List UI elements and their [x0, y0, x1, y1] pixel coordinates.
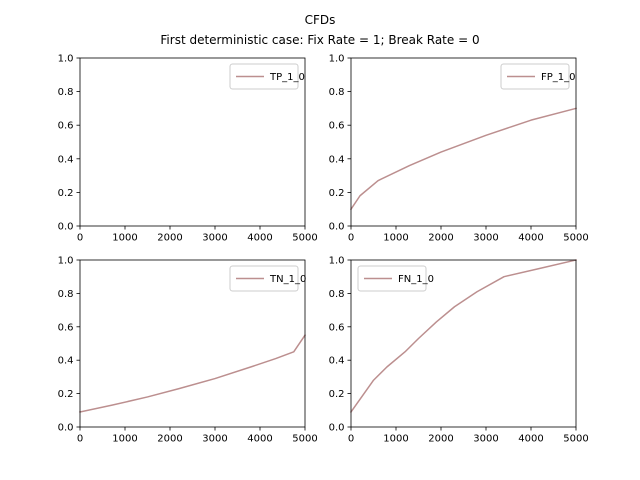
- subplot-3: 0 1000 2000 3000 4000 5000 0.0 0.2 0.4 0.6 0.8 1.0 T…: [58, 256, 318, 445]
- y-tick-label: 0.4: [329, 154, 345, 165]
- x-tick-label: 1000: [112, 233, 137, 244]
- axes-frame: [350, 259, 577, 428]
- y-tick-label: 0.6: [329, 322, 345, 333]
- series-line-FN_1_0: [349, 259, 577, 414]
- x-tick-label: 0: [348, 434, 354, 445]
- y-tick-label: 0.0: [58, 423, 74, 434]
- y-tick-label: 0.2: [329, 188, 345, 199]
- y-tick-label: 0.8: [329, 289, 345, 300]
- x-tick-label: 3000: [473, 434, 498, 445]
- x-tick-label: 1000: [383, 233, 408, 244]
- x-tick-label: 2000: [428, 233, 453, 244]
- x-tick-label: 0: [77, 233, 83, 244]
- subplot-grid: 0 1000 2000 3000 4000 5000 0.0 0.2 0.4 0.6 0.8 1.0 T…: [58, 54, 589, 445]
- y-tick-label: 0.0: [58, 222, 74, 233]
- figure-subtitle: First deterministic case: Fix Rate = 1; …: [160, 33, 479, 47]
- x-tick-label: 2000: [157, 233, 182, 244]
- x-tick-label: 3000: [202, 233, 227, 244]
- x-tick-label: 4000: [247, 233, 272, 244]
- y-tick-label: 0.4: [58, 154, 74, 165]
- x-tick-label: 5000: [563, 434, 588, 445]
- y-tick-label: 1.0: [329, 256, 345, 267]
- x-tick-label: 5000: [292, 434, 317, 445]
- series-line-FP_1_0: [349, 107, 577, 211]
- legend-label: TP_1_0: [269, 72, 305, 83]
- y-tick-label: 1.0: [58, 54, 74, 65]
- y-tick-label: 0.4: [58, 356, 74, 367]
- subplot-1: 0 1000 2000 3000 4000 5000 0.0 0.2 0.4 0.6 0.8 1.0 T…: [58, 54, 318, 244]
- legend: FP_1_0: [500, 63, 576, 90]
- y-tick-label: 0.4: [329, 356, 345, 367]
- y-tick-label: 0.0: [329, 423, 345, 434]
- subplot-2: 0 1000 2000 3000 4000 5000 0.0 0.2 0.4 0.6 0.8 1.0 F…: [329, 54, 589, 244]
- x-tick-label: 4000: [518, 434, 543, 445]
- x-tick-label: 3000: [202, 434, 227, 445]
- legend-label: TN_1_0: [269, 274, 306, 285]
- y-tick-label: 0.8: [58, 289, 74, 300]
- x-tick-label: 0: [77, 434, 83, 445]
- x-tick-label: 4000: [518, 233, 543, 244]
- y-tick-label: 0.6: [58, 121, 74, 132]
- x-tick-label: 5000: [563, 233, 588, 244]
- x-tick-label: 1000: [383, 434, 408, 445]
- legend: FN_1_0: [357, 265, 434, 292]
- y-tick-label: 0.6: [329, 121, 345, 132]
- figure-title: CFDs: [305, 13, 336, 27]
- x-tick-label: 1000: [112, 434, 137, 445]
- y-tick-label: 1.0: [329, 54, 345, 65]
- axes-frame: [79, 259, 306, 428]
- y-tick-label: 1.0: [58, 256, 74, 267]
- x-tick-label: 4000: [247, 434, 272, 445]
- legend: TP_1_0: [229, 63, 305, 90]
- axes-frame: [79, 57, 306, 227]
- x-tick-label: 2000: [157, 434, 182, 445]
- axes-frame: [350, 57, 577, 227]
- y-tick-label: 0.2: [58, 389, 74, 400]
- series-line-TN_1_0: [79, 334, 307, 413]
- legend-label: FN_1_0: [398, 274, 434, 285]
- x-tick-label: 0: [348, 233, 354, 244]
- x-tick-label: 5000: [292, 233, 317, 244]
- y-tick-label: 0.2: [58, 188, 74, 199]
- subplot-4: 0 1000 2000 3000 4000 5000 0.0 0.2 0.4 0.6 0.8 1.0 F…: [329, 256, 589, 445]
- y-tick-label: 0.8: [329, 87, 345, 98]
- y-tick-label: 0.6: [58, 322, 74, 333]
- x-tick-label: 3000: [473, 233, 498, 244]
- y-tick-label: 0.0: [329, 222, 345, 233]
- y-tick-label: 0.2: [329, 389, 345, 400]
- y-tick-label: 0.8: [58, 87, 74, 98]
- legend-label: FP_1_0: [541, 72, 576, 83]
- x-tick-label: 2000: [428, 434, 453, 445]
- legend: TN_1_0: [229, 265, 306, 292]
